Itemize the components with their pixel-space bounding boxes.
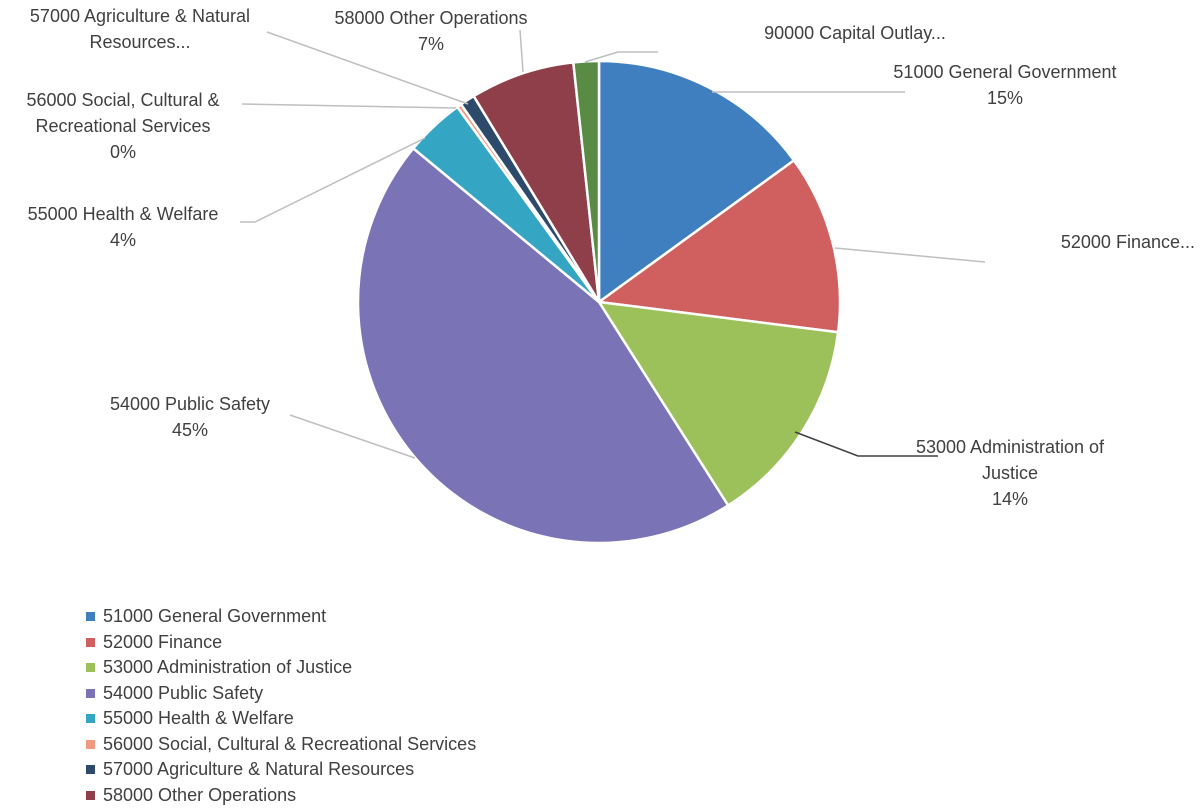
data-label-57000: 57000 Agriculture & Natural Resources... [30, 6, 250, 52]
data-label-line: 51000 General Government [893, 62, 1116, 82]
data-label-line: 53000 Administration of [916, 437, 1105, 457]
data-label-line: 45% [172, 420, 208, 440]
leader-line-55000 [240, 137, 426, 223]
data-label-55000: 55000 Health & Welfare 4% [28, 204, 219, 250]
leader-line-90000 [584, 51, 658, 63]
leader-line-56000 [241, 103, 457, 109]
data-label-90000: 90000 Capital Outlay... [764, 23, 946, 43]
data-label-52000: 52000 Finance... [1061, 232, 1195, 252]
data-label-53000: 53000 Administration of Justice 14% [916, 437, 1105, 509]
pie-slice-52000 [595, 158, 842, 334]
data-label-line: 15% [987, 88, 1023, 108]
data-label-line: Resources... [89, 32, 190, 52]
pie-slices [356, 59, 842, 545]
data-label-58000: 58000 Other Operations 7% [334, 8, 527, 54]
data-label-line: 7% [418, 34, 444, 54]
legend-swatch [86, 612, 95, 622]
leader-line-52000 [834, 247, 986, 263]
legend-swatch [86, 663, 95, 673]
legend-label: 58000 Other Operations [103, 784, 297, 805]
legend-item: 56000 Social, Cultural & Recreational Se… [86, 732, 476, 758]
data-label-51000: 51000 General Government 15% [893, 62, 1116, 108]
data-label-line: 56000 Social, Cultural & [26, 90, 219, 110]
legend-label: 55000 Health & Welfare [103, 708, 294, 729]
data-label-56000: 56000 Social, Cultural & Recreational Ser… [26, 90, 219, 162]
legend-item: 57000 Agriculture & Natural Resources [86, 757, 476, 783]
legend-item: 58000 Other Operations [86, 783, 476, 809]
data-label-line: 54000 Public Safety [110, 394, 270, 414]
leader-line-53000 [794, 431, 938, 457]
leader-line-58000 [519, 29, 524, 73]
legend-swatch [86, 714, 95, 724]
data-label-54000: 54000 Public Safety 45% [110, 394, 270, 440]
leader-line-57000 [266, 31, 469, 105]
legend-label: 52000 Finance [103, 631, 223, 652]
legend-label: 56000 Social, Cultural & Recreational Se… [103, 733, 477, 754]
data-label-line: 55000 Health & Welfare [28, 204, 219, 224]
leader-line-54000 [289, 414, 416, 459]
legend-swatch [86, 637, 95, 647]
legend-label: 51000 General Government [103, 606, 327, 627]
legend-item: 52000 Finance [86, 630, 476, 656]
pie-slice-51000 [597, 59, 796, 305]
data-label-line: Recreational Services [35, 116, 210, 136]
legend-label: 57000 Agriculture & Natural Resources [103, 759, 415, 780]
data-label-line: 57000 Agriculture & Natural [30, 6, 250, 26]
data-label-line: 58000 Other Operations [334, 8, 527, 28]
legend-swatch [86, 688, 95, 698]
legend-label: 53000 Administration of Justice [103, 657, 353, 678]
data-label-line: 0% [110, 142, 136, 162]
data-labels: 51000 General Government 15% 52000 Finance… [26, 6, 1195, 509]
legend-item: 54000 Public Safety [86, 681, 476, 707]
pie-slice-58000 [472, 60, 601, 303]
legend-item: 51000 General Government [86, 604, 476, 630]
data-label-line: 4% [110, 230, 136, 250]
legend-label: 54000 Public Safety [103, 682, 264, 703]
data-label-line: 90000 Capital Outlay... [764, 23, 946, 43]
legend-item: 53000 Administration of Justice [86, 655, 476, 681]
data-label-line: 52000 Finance... [1061, 232, 1195, 252]
legend-swatch [86, 739, 95, 749]
legend-swatch [86, 765, 95, 775]
data-label-line: 14% [992, 489, 1028, 509]
data-label-line: Justice [982, 463, 1038, 483]
legend-item: 55000 Health & Welfare [86, 706, 476, 732]
chart-legend: 51000 General Government 52000 Finance 530… [86, 604, 476, 808]
pie-slice-54000 [356, 146, 730, 545]
legend-swatch [86, 790, 95, 800]
pie-slice-53000 [596, 300, 840, 508]
